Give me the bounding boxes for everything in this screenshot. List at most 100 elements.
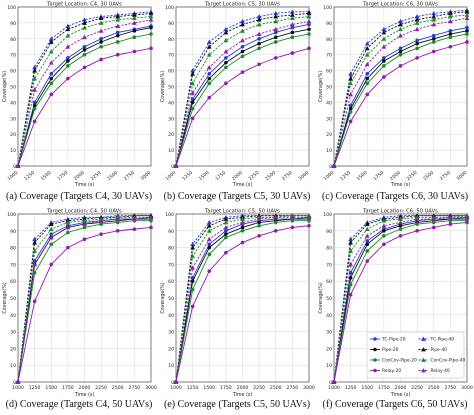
data-point xyxy=(115,23,121,28)
data-point xyxy=(223,220,229,225)
data-point xyxy=(82,25,87,30)
y-tick-label: 50 xyxy=(326,296,332,302)
y-tick-label: 20 xyxy=(168,346,174,352)
data-point xyxy=(115,216,121,221)
y-tick-label: 70 xyxy=(10,53,16,59)
data-point xyxy=(256,22,262,27)
x-axis-label: Time (s) xyxy=(390,182,411,188)
data-point xyxy=(398,33,403,38)
chart-title: Target Location: C5, 30 UAVs xyxy=(204,2,280,8)
x-axis-label: Time (s) xyxy=(74,182,95,188)
data-point xyxy=(364,52,370,57)
x-axis-label: Time (s) xyxy=(390,392,411,398)
y-tick-label: 30 xyxy=(10,330,16,336)
data-point xyxy=(131,12,137,17)
y-tick-label: 0 xyxy=(329,164,332,170)
data-point xyxy=(148,10,154,16)
data-point xyxy=(257,46,261,51)
data-point xyxy=(273,35,278,40)
data-point xyxy=(306,18,312,24)
chart-panel-d: 0 10 20 30 40 50 60 70 80 90 100 1000 1250 1500 1750 20… xyxy=(0,207,158,415)
data-point xyxy=(382,234,386,238)
data-point xyxy=(398,52,403,57)
data-point xyxy=(149,218,153,223)
data-point xyxy=(32,65,38,70)
x-tick-label: 3000 xyxy=(139,170,152,182)
data-point xyxy=(398,227,403,231)
legend-marker xyxy=(373,368,377,373)
data-point xyxy=(382,64,386,68)
data-point xyxy=(99,222,103,226)
data-point xyxy=(66,230,70,235)
data-point xyxy=(306,214,312,220)
data-point xyxy=(224,60,228,65)
x-tick-label: 2250 xyxy=(253,385,265,391)
data-point xyxy=(207,76,212,81)
data-point xyxy=(65,220,71,225)
y-tick-label: 30 xyxy=(168,116,174,122)
legend-marker xyxy=(421,336,426,341)
data-point xyxy=(240,220,245,225)
data-point xyxy=(307,32,311,36)
data-point xyxy=(414,14,420,19)
data-point xyxy=(223,37,229,43)
data-point xyxy=(115,229,120,233)
series-line xyxy=(175,216,309,383)
y-tick-label: 10 xyxy=(10,148,16,154)
data-point xyxy=(82,52,87,57)
y-axis-label: Coverage(%) xyxy=(2,71,8,102)
y-tick-label: 60 xyxy=(10,279,16,285)
x-tick-label: 2250 xyxy=(95,385,107,391)
y-tick-label: 90 xyxy=(10,229,16,235)
data-point xyxy=(48,60,54,65)
data-point xyxy=(149,32,153,36)
x-axis-label: Time (s) xyxy=(232,392,253,398)
legend-marker xyxy=(373,358,377,362)
data-point xyxy=(115,40,120,44)
data-point xyxy=(48,36,54,41)
y-tick-label: 10 xyxy=(326,363,332,369)
data-point xyxy=(206,228,212,233)
y-tick-label: 0 xyxy=(171,380,174,386)
y-tick-label: 20 xyxy=(168,132,174,138)
data-point xyxy=(273,40,278,44)
data-point xyxy=(131,216,137,221)
data-point xyxy=(206,236,212,242)
data-point xyxy=(306,10,312,16)
y-axis-label: Coverage(%) xyxy=(160,282,166,313)
data-point xyxy=(82,48,87,52)
data-point xyxy=(207,242,212,247)
data-point xyxy=(415,41,419,46)
data-point xyxy=(381,44,387,49)
data-point xyxy=(414,20,420,25)
legend-label: Pipe-40 xyxy=(431,347,448,353)
data-point xyxy=(32,106,37,111)
data-point xyxy=(148,214,154,220)
data-point xyxy=(240,22,245,27)
data-point xyxy=(415,56,419,60)
y-tick-label: 20 xyxy=(10,346,16,352)
data-point xyxy=(66,59,70,63)
data-point xyxy=(398,64,403,68)
data-point xyxy=(32,240,38,245)
data-point xyxy=(66,76,70,81)
legend-label: Relay-20 xyxy=(382,368,401,374)
series-line xyxy=(17,12,152,167)
data-point xyxy=(447,214,453,220)
data-point xyxy=(464,12,470,17)
data-point xyxy=(206,65,212,70)
x-tick-label: 1000 xyxy=(6,170,19,182)
data-point xyxy=(82,237,87,241)
legend-label: TC-Pipe-20 xyxy=(381,337,406,343)
data-point xyxy=(207,252,212,257)
data-point xyxy=(256,17,262,22)
data-point xyxy=(364,41,370,46)
data-point xyxy=(348,71,354,76)
data-point xyxy=(364,221,370,226)
data-point xyxy=(273,26,279,32)
data-point xyxy=(273,10,279,16)
data-point xyxy=(431,49,436,54)
data-point xyxy=(15,163,21,168)
data-point xyxy=(348,262,354,267)
y-tick-label: 90 xyxy=(168,229,174,235)
